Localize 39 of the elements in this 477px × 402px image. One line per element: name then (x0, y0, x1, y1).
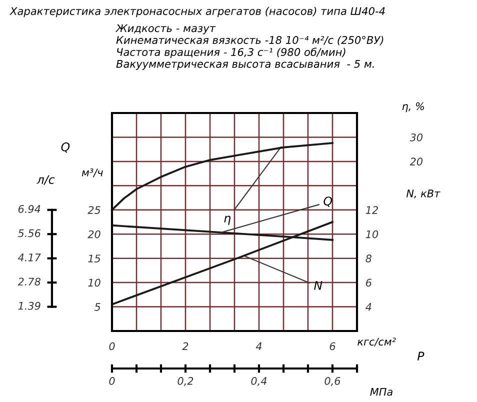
y2-tick-label: 12 (366, 206, 378, 214)
text: 2.78 (18, 278, 40, 286)
y-tick-label: 15 (88, 254, 100, 262)
x-tick-label: 4 (256, 342, 262, 350)
chart-title: Характеристика электронасосных агрегатов (насосов) типа Ш40-4 (10, 6, 385, 18)
x2-tick-label: 0,2 (178, 377, 194, 386)
chart-subtitle: Жидкость - мазут Кинематическая вязкость -18 10⁻⁴ м²/с (250°ВУ) Частота вращения - 16,3 с⁻¹ (980 об/мин) Вакуумметрическая высота всасывания - 5 м. (115, 24, 384, 70)
x-tick-label: 2 (182, 342, 188, 350)
y-tick-label: 10 (88, 278, 100, 287)
x-tick-label: 6 (330, 342, 336, 350)
text: 4.17 (18, 254, 41, 262)
text: 6.94 (18, 205, 40, 213)
y3-axis-title: η, % (402, 102, 424, 112)
line-series (111, 142, 334, 211)
y2-tick-label: 10 (366, 230, 378, 238)
y-tick-label: 5 (94, 303, 100, 311)
text: 5.56 (18, 229, 40, 238)
y2-tick-label: 8 (366, 254, 372, 262)
annotation: Q (324, 196, 332, 207)
y2-axis-title: N, кВт (406, 190, 440, 198)
text: P (417, 352, 424, 360)
y3-tick-label: 20 (410, 158, 423, 166)
text: 1.39 (18, 302, 40, 310)
y-axis-title: м³/ч (82, 168, 103, 178)
x2-tick-label: 0 (109, 377, 115, 385)
x2-axis-title: МПа (370, 388, 392, 396)
y2-tick-label: 6 (366, 278, 372, 287)
text: Q (61, 142, 70, 153)
x2-tick-label: 0,6 (324, 377, 340, 386)
y2-tick-label: 4 (366, 303, 372, 311)
x-tick-label: 0 (109, 342, 115, 350)
y-tick-label: 20 (88, 230, 100, 238)
text: л/с (36, 175, 55, 185)
x2-tick-label: 0,4 (251, 377, 267, 386)
y3-tick-label: 30 (410, 133, 423, 142)
annotation: η (224, 216, 230, 225)
y-tick-label: 25 (88, 206, 100, 214)
x-axis-title: кгс/см² (358, 338, 396, 346)
annotation: N (314, 281, 322, 290)
